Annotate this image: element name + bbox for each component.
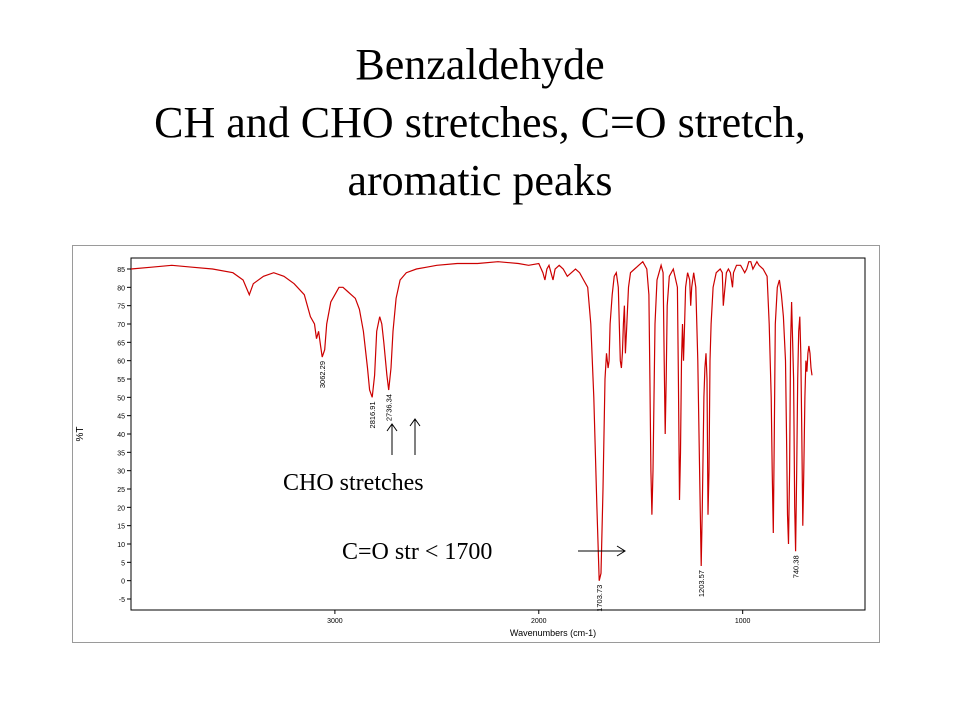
x-tick-label: 3000 bbox=[327, 618, 343, 625]
y-tick-label: 40 bbox=[117, 432, 125, 439]
y-tick-label: 60 bbox=[117, 359, 125, 366]
y-tick-label: 75 bbox=[117, 304, 125, 311]
x-tick-label: 2000 bbox=[531, 618, 547, 625]
slide-title: Benzaldehyde CH and CHO stretches, C=O s… bbox=[0, 36, 960, 210]
peak-label: 2736.34 bbox=[385, 394, 394, 421]
y-tick-label: 65 bbox=[117, 340, 125, 347]
y-tick-label: 30 bbox=[117, 469, 125, 476]
x-tick-label: 1000 bbox=[735, 618, 751, 625]
y-tick-label: 15 bbox=[117, 524, 125, 531]
co-stretch-annotation: C=O str < 1700 bbox=[342, 539, 493, 565]
peak-label: 740.38 bbox=[792, 555, 801, 578]
ir-spectrum-chart: 85 80 75 70 65 60 55 50 45 40 35 30 25 20 15 10 5 0 -5 300… bbox=[72, 245, 880, 643]
y-tick-label: -5 bbox=[119, 597, 125, 604]
y-tick-label: 85 bbox=[117, 267, 125, 274]
title-line-3: aromatic peaks bbox=[347, 156, 613, 205]
y-tick-label: 50 bbox=[117, 395, 125, 402]
y-tick-label: 25 bbox=[117, 487, 125, 494]
y-tick-label: 55 bbox=[117, 377, 125, 384]
y-tick-label: 5 bbox=[121, 560, 125, 567]
cho-stretches-annotation: CHO stretches bbox=[283, 470, 424, 496]
peak-label: 1203.57 bbox=[697, 570, 706, 597]
spectrum-line bbox=[130, 260, 813, 581]
peak-labels: 3062.29 2816.91 2736.34 1703.73 1203.57 740.3… bbox=[318, 361, 800, 612]
x-axis-label: Wavenumbers (cm-1) bbox=[510, 628, 596, 638]
title-line-2: CH and CHO stretches, C=O stretch, bbox=[154, 98, 806, 147]
y-tick-label: 10 bbox=[117, 542, 125, 549]
x-axis-ticks: 3000 2000 1000 bbox=[327, 610, 751, 625]
peak-label: 3062.29 bbox=[318, 361, 327, 388]
peak-label: 1703.73 bbox=[595, 585, 604, 612]
plot-area bbox=[130, 257, 866, 611]
y-tick-label: 20 bbox=[117, 505, 125, 512]
y-axis-label: %T bbox=[75, 427, 86, 442]
y-tick-label: 70 bbox=[117, 322, 125, 329]
y-tick-label: 0 bbox=[121, 579, 125, 586]
y-tick-label: 45 bbox=[117, 414, 125, 421]
y-tick-label: 80 bbox=[117, 285, 125, 292]
title-line-1: Benzaldehyde bbox=[355, 40, 605, 89]
peak-label: 2816.91 bbox=[368, 401, 377, 428]
y-tick-label: 35 bbox=[117, 450, 125, 457]
